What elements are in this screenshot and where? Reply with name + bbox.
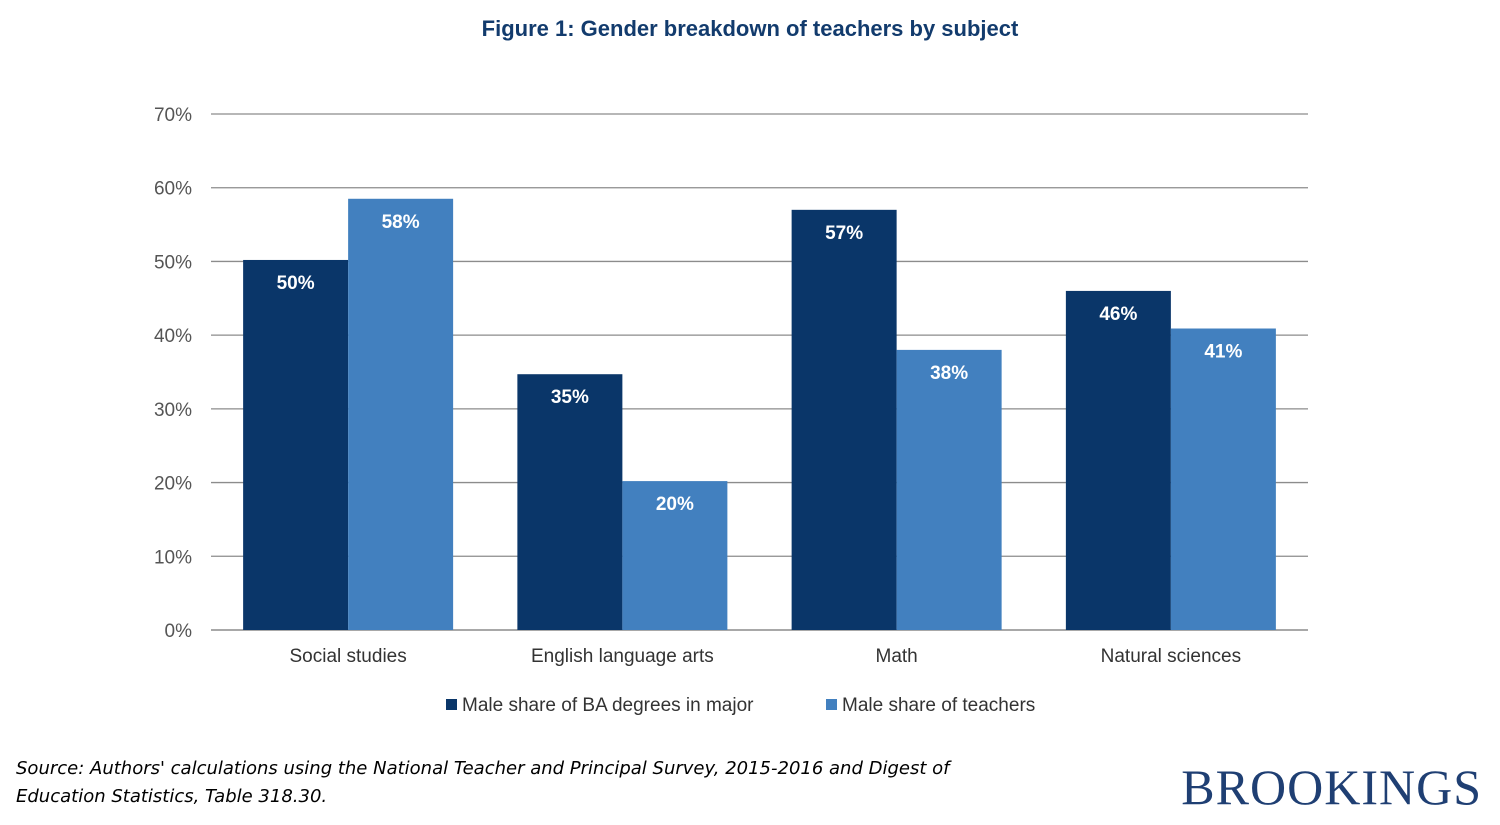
data-label: 38% (930, 363, 968, 384)
y-tick-label: 30% (154, 400, 192, 421)
data-label: 57% (825, 223, 863, 244)
legend-label-teachers: Male share of teachers (842, 695, 1035, 716)
legend-swatch-ba-degrees (446, 699, 457, 710)
bar-ba-degrees (791, 209, 897, 631)
bar-ba-degrees (1065, 290, 1171, 630)
chart-title: Figure 1: Gender breakdown of teachers b… (481, 16, 1019, 41)
bar-teachers (896, 349, 1002, 630)
y-tick-label: 60% (154, 179, 192, 200)
data-label: 35% (551, 387, 589, 408)
data-label: 58% (382, 212, 420, 233)
bar-ba-degrees (243, 259, 349, 630)
x-category-label: Social studies (290, 646, 407, 667)
data-label: 50% (277, 273, 315, 294)
bar-teachers (1170, 328, 1276, 630)
y-tick-label: 20% (154, 474, 192, 495)
source-line-2: Education Statistics, Table 318.30. (16, 786, 328, 807)
y-tick-label: 70% (154, 105, 192, 126)
x-category-label: Math (876, 646, 918, 667)
brookings-logo: BROOKINGS (1181, 759, 1482, 815)
data-label: 20% (656, 494, 694, 515)
bar-teachers (622, 481, 728, 630)
y-tick-label: 10% (154, 547, 192, 568)
data-label: 41% (1204, 342, 1242, 363)
bar-teachers (348, 198, 454, 630)
y-tick-label: 40% (154, 326, 192, 347)
x-category-label: English language arts (531, 646, 714, 667)
data-label: 46% (1099, 304, 1137, 325)
y-tick-label: 0% (165, 621, 193, 642)
bar-ba-degrees (517, 374, 623, 630)
bar-chart: 0% 10% 20% 30% 40% 50% 60% 70% 50% 58% Social stud… (154, 105, 1308, 716)
x-category-label: Natural sciences (1101, 646, 1241, 667)
y-tick-label: 50% (154, 252, 192, 273)
source-line-1: Source: Authors' calculations using the … (16, 758, 950, 779)
source-note: Source: Authors' calculations using the … (16, 755, 996, 811)
legend-swatch-teachers (826, 699, 837, 710)
legend-label-ba-degrees: Male share of BA degrees in major (462, 695, 754, 716)
